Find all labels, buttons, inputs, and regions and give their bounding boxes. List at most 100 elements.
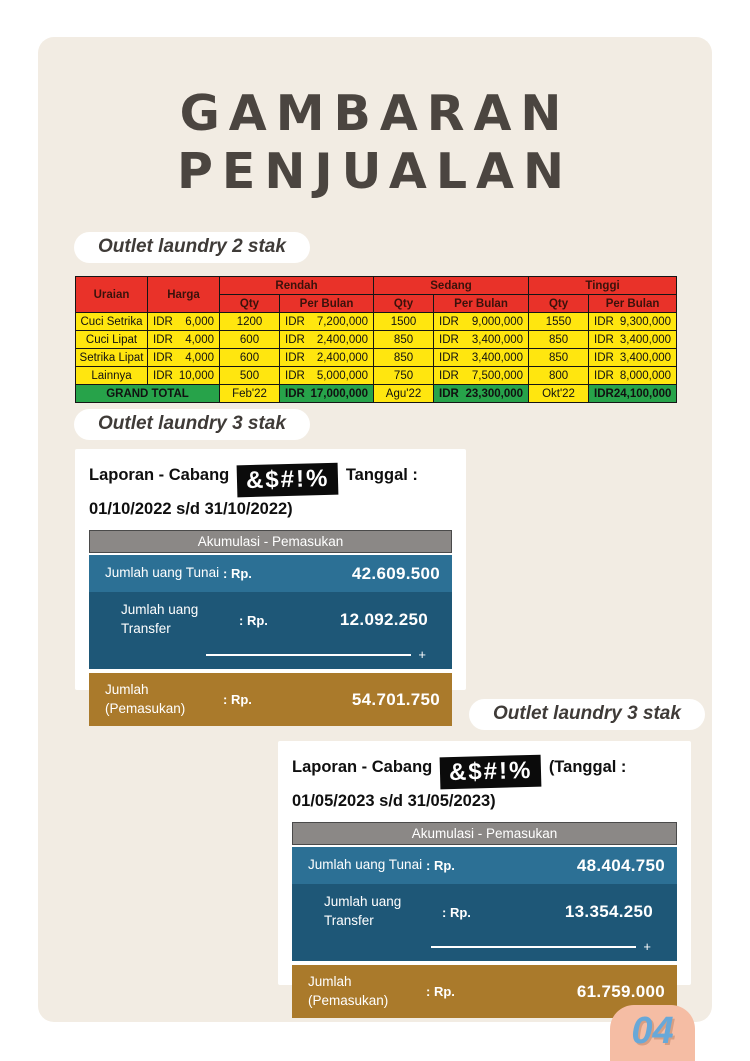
col-header-qty-sedang: Qty [373,294,435,313]
cell-grand-total-rendah-value: IDR 17,000,000 [278,384,375,403]
report-date-range: 01/05/2023 s/d 31/05/2023) [292,792,496,811]
cell-tinggi-perbulan: IDR 3,400,000 [588,330,678,349]
row-transfer: Jumlah uang Transfer : Rp. 13.354.250 + [292,884,677,962]
cell-harga: IDR 4,000 [147,330,220,349]
report-title-line1: Laporan - Cabang &$#!% (Tanggal : [292,754,677,790]
col-header-perbulan-sedang: Per Bulan [433,294,530,313]
page-title: GAMBARAN PENJUALAN [38,85,712,201]
cell-sedang-qty: 1500 [373,312,435,331]
cell-rendah-perbulan: IDR 2,400,000 [278,348,375,367]
cell-tinggi-perbulan: IDR 9,300,000 [588,312,678,331]
cell-sedang-qty: 750 [373,366,435,385]
cell-sedang-perbulan: IDR 7,500,000 [433,366,530,385]
badge-outlet-laundry-3stak-a: Outlet laundry 3 stak [74,409,310,440]
report-title-prefix: Laporan - Cabang [292,758,433,776]
currency-label: : Rp. [223,566,252,582]
cell-uraian: Cuci Lipat [75,330,148,349]
report-title-suffix: Tanggal : [345,466,418,484]
col-header-perbulan-rendah: Per Bulan [278,294,375,313]
cell-grand-total-label: GRAND TOTAL [75,384,220,403]
sales-table: Uraian Harga Rendah Sedang Tinggi Qty Pe… [75,276,678,403]
table-row: Lainnya IDR 10,000 500 IDR 5,000,000 750 I… [75,366,678,385]
cell-sedang-perbulan: IDR 3,400,000 [433,330,530,349]
col-group-tinggi: Tinggi [528,276,678,295]
badge-outlet-laundry-2stak: Outlet laundry 2 stak [74,232,310,263]
report-title-suffix: (Tanggal : [548,758,627,776]
page-number-badge: 04 [610,1005,695,1061]
grand-total-row: GRAND TOTAL Feb'22 IDR 17,000,000 Agu'22 … [75,384,678,403]
table-row: Cuci Lipat IDR 4,000 600 IDR 2,400,000 850… [75,330,678,349]
cell-harga: IDR 4,000 [147,348,220,367]
cell-grand-total-tinggi-value: IDR 24,100,000 [588,384,678,403]
cell-harga: IDR 10,000 [147,366,220,385]
accumulation-table: Akumulasi - Pemasukan Jumlah uang Tunai … [292,822,677,1019]
currency-label: : Rp. [223,692,252,708]
cell-rendah-perbulan: IDR 7,200,000 [278,312,375,331]
row-transfer: Jumlah uang Transfer : Rp. 12.092.250 + [89,592,452,670]
cell-rendah-qty: 500 [219,366,280,385]
cash-value: 42.609.500 [351,563,440,583]
page-title-line1: GAMBARAN [179,85,571,142]
page-number: 04 [631,1010,674,1052]
censored-branch-name: &$#!% [439,754,542,790]
sum-rule-line [206,653,412,656]
censored-branch-name: &$#!% [236,462,339,498]
sum-line: + [308,939,665,954]
accumulation-header: Akumulasi - Pemasukan [89,530,452,554]
badge-outlet-laundry-3stak-b: Outlet laundry 3 stak [469,699,705,730]
report-card-may-2023: Laporan - Cabang &$#!% (Tanggal : 01/05/… [278,741,691,1019]
transfer-label: Jumlah uang Transfer [121,602,199,637]
currency-label: : Rp. [426,984,455,1000]
row-cash: Jumlah uang Tunai : Rp. 42.609.500 [89,555,452,593]
cell-uraian: Cuci Setrika [75,312,148,331]
report-title-line1: Laporan - Cabang &$#!% Tanggal : [89,462,452,498]
plus-sign: + [418,647,426,663]
cash-label: Jumlah uang Tunai [105,565,220,581]
row-cash: Jumlah uang Tunai : Rp. 48.404.750 [292,847,677,885]
sum-line: + [105,647,440,662]
cell-grand-total-tinggi-month: Okt'22 [528,384,590,403]
cell-rendah-qty: 1200 [219,312,280,331]
table-header-group-row: Uraian Harga Rendah Sedang Tinggi [75,276,678,313]
cell-tinggi-perbulan: IDR 3,400,000 [588,348,678,367]
cell-rendah-perbulan: IDR 5,000,000 [278,366,375,385]
transfer-label: Jumlah uang Transfer [324,894,402,929]
col-header-qty-rendah: Qty [219,294,280,313]
cell-sedang-perbulan: IDR 3,400,000 [433,348,530,367]
cell-tinggi-qty: 850 [528,330,590,349]
cell-tinggi-qty: 800 [528,366,590,385]
page-title-line2: PENJUALAN [177,142,573,200]
table-row: Setrika Lipat IDR 4,000 600 IDR 2,400,000 … [75,348,678,367]
cell-grand-total-sedang-value: IDR 23,300,000 [433,384,530,403]
col-group-rendah: Rendah [218,276,375,295]
report-date-range: 01/10/2022 s/d 31/10/2022) [89,500,293,519]
report-title-prefix: Laporan - Cabang [89,466,230,484]
currency-label: : Rp. [239,612,268,628]
total-label: Jumlah (Pemasukan) [308,974,389,1008]
sales-table-wrap: Uraian Harga Rendah Sedang Tinggi Qty Pe… [75,276,678,403]
cash-value: 48.404.750 [576,855,665,875]
table-header-sub-row: Qty Per Bulan Qty Per Bulan Qty Per Bula… [76,294,678,313]
cell-grand-total-rendah-month: Feb'22 [219,384,280,403]
cash-label: Jumlah uang Tunai [308,857,423,873]
row-total-income: Jumlah (Pemasukan) : Rp. 61.759.000 [292,965,677,1019]
currency-label: : Rp. [426,858,455,874]
currency-label: : Rp. [442,904,471,920]
cell-uraian: Setrika Lipat [75,348,148,367]
cell-rendah-qty: 600 [219,330,280,349]
transfer-value: 12.092.250 [339,610,428,630]
cell-tinggi-perbulan: IDR 8,000,000 [588,366,678,385]
col-group-sedang: Sedang [373,276,530,295]
total-value: 61.759.000 [576,981,665,1001]
col-header-qty-tinggi: Qty [528,294,590,313]
plus-sign: + [643,939,651,955]
table-row: Cuci Setrika IDR 6,000 1200 IDR 7,200,000 … [75,312,678,331]
cell-harga: IDR 6,000 [147,312,220,331]
cell-rendah-qty: 600 [219,348,280,367]
report-card-october-2022: Laporan - Cabang &$#!% Tanggal : 01/10/2… [75,449,466,727]
row-total-income: Jumlah (Pemasukan) : Rp. 54.701.750 [89,673,452,727]
cell-sedang-qty: 850 [373,348,435,367]
accumulation-table: Akumulasi - Pemasukan Jumlah uang Tunai … [89,530,452,727]
cell-grand-total-sedang-month: Agu'22 [373,384,435,403]
total-value: 54.701.750 [351,689,440,709]
